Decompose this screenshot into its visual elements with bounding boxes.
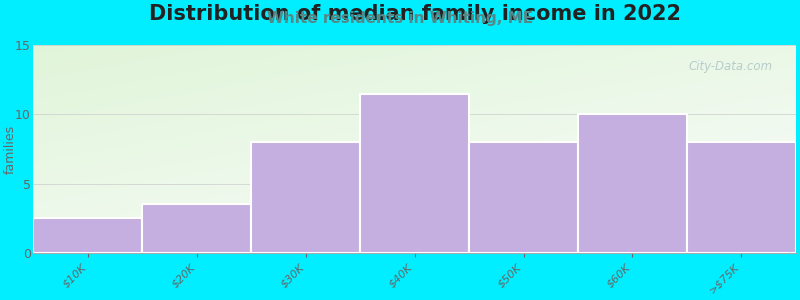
Bar — [251, 142, 360, 253]
Bar — [360, 94, 469, 253]
Y-axis label: families: families — [4, 124, 17, 174]
Title: Distribution of median family income in 2022: Distribution of median family income in … — [149, 4, 681, 24]
Bar — [578, 114, 687, 253]
Text: City-Data.com: City-Data.com — [689, 60, 773, 73]
Bar — [469, 142, 578, 253]
Bar — [687, 142, 796, 253]
Bar — [34, 218, 142, 253]
Bar — [142, 204, 251, 253]
Text: White residents in Whiting, ME: White residents in Whiting, ME — [267, 11, 533, 26]
